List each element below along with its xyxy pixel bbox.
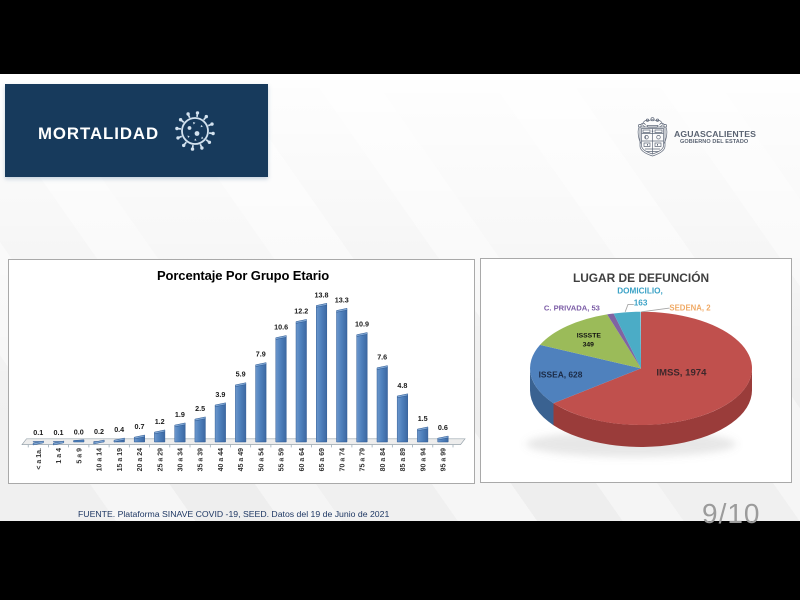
svg-text:ISSSTE: ISSSTE [577, 333, 602, 340]
svg-text:C. PRIVADA, 53: C. PRIVADA, 53 [544, 304, 600, 313]
svg-text:0.6: 0.6 [438, 423, 448, 432]
svg-text:95 a 99: 95 a 99 [441, 448, 448, 471]
svg-text:Porcentaje Por Grupo Etario: Porcentaje Por Grupo Etario [157, 268, 329, 283]
svg-text:35 a 39: 35 a 39 [198, 448, 205, 471]
svg-text:0.7: 0.7 [135, 422, 145, 431]
svg-text:10.6: 10.6 [274, 323, 288, 332]
svg-text:2.5: 2.5 [195, 404, 205, 413]
svg-text:0.0: 0.0 [74, 428, 84, 437]
svg-text:50 a 54: 50 a 54 [258, 448, 265, 471]
svg-text:7.9: 7.9 [256, 350, 266, 359]
svg-text:12.2: 12.2 [294, 306, 308, 315]
svg-text:1 a 4: 1 a 4 [56, 448, 63, 464]
svg-text:0.4: 0.4 [114, 425, 124, 434]
svg-text:0.1: 0.1 [33, 428, 43, 437]
svg-text:163: 163 [634, 299, 648, 308]
svg-text:10.9: 10.9 [355, 320, 369, 329]
svg-text:< a 1a.: < a 1a. [36, 448, 43, 470]
svg-text:25 a 29: 25 a 29 [157, 448, 164, 471]
svg-text:90 a 94: 90 a 94 [420, 448, 427, 471]
svg-text:0.1: 0.1 [54, 428, 64, 437]
svg-text:85 a 89: 85 a 89 [400, 448, 407, 471]
svg-text:30 a 34: 30 a 34 [178, 448, 185, 471]
svg-text:LUGAR DE DEFUNCIÓN: LUGAR DE DEFUNCIÓN [573, 270, 709, 285]
svg-text:75 a 79: 75 a 79 [360, 448, 367, 471]
svg-text:5 a 9: 5 a 9 [76, 448, 83, 464]
svg-text:1.2: 1.2 [155, 417, 165, 426]
svg-text:13.3: 13.3 [335, 295, 349, 304]
svg-text:13.8: 13.8 [315, 290, 329, 299]
svg-text:10 a 14: 10 a 14 [97, 448, 104, 471]
svg-text:55 a 59: 55 a 59 [279, 448, 286, 471]
svg-text:SEDENA, 2: SEDENA, 2 [669, 304, 711, 313]
svg-text:349: 349 [583, 342, 595, 349]
svg-text:40 a 44: 40 a 44 [218, 448, 225, 471]
svg-text:70 a 74: 70 a 74 [339, 448, 346, 471]
svg-text:3.9: 3.9 [215, 390, 225, 399]
svg-text:1.9: 1.9 [175, 410, 185, 419]
svg-text:45 a 49: 45 a 49 [238, 448, 245, 471]
svg-text:0.2: 0.2 [94, 427, 104, 436]
svg-text:DOMICILIO,: DOMICILIO, [617, 287, 662, 296]
svg-text:1.5: 1.5 [418, 414, 428, 423]
svg-text:IMSS, 1974: IMSS, 1974 [656, 368, 707, 379]
svg-text:15 a 19: 15 a 19 [117, 448, 124, 471]
svg-text:ISSEA, 628: ISSEA, 628 [539, 370, 583, 380]
svg-text:5.9: 5.9 [236, 370, 246, 379]
svg-text:65 a 69: 65 a 69 [319, 448, 326, 471]
svg-text:80 a 84: 80 a 84 [380, 448, 387, 471]
svg-text:20 a 24: 20 a 24 [137, 448, 144, 471]
svg-text:4.8: 4.8 [397, 381, 407, 390]
svg-text:60 a 64: 60 a 64 [299, 448, 306, 471]
svg-text:7.6: 7.6 [377, 353, 387, 362]
